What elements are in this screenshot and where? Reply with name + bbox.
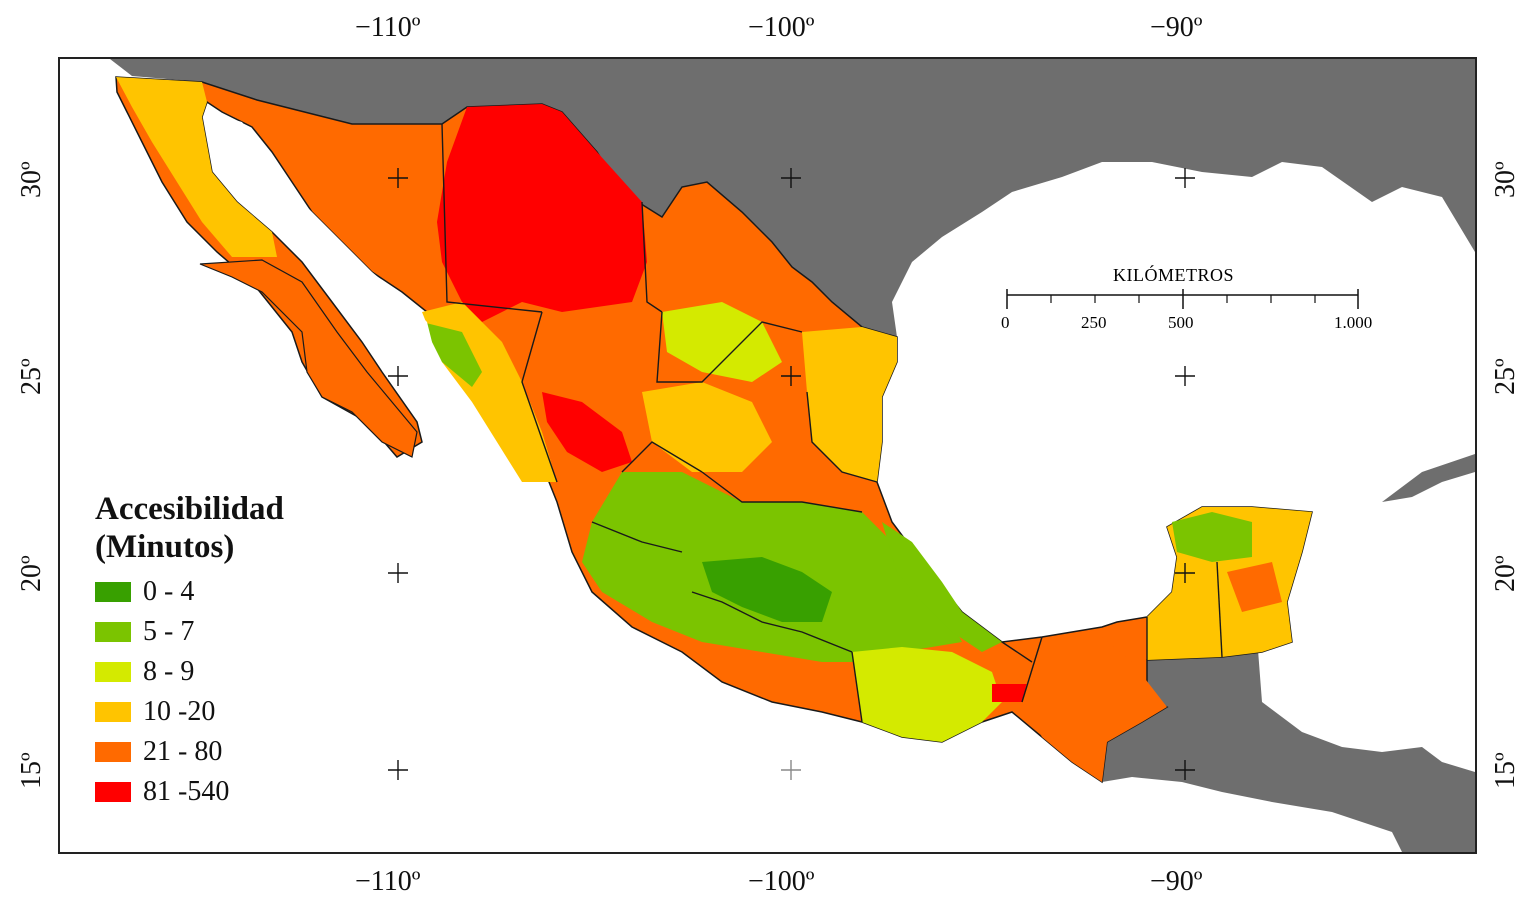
legend-swatch <box>95 742 131 762</box>
latitude-label-left-15: 15º <box>16 752 47 789</box>
central-america-landmass <box>1102 637 1475 852</box>
longitude-label-top-110: −110º <box>355 12 421 43</box>
longitude-label-top-90: −90º <box>1150 12 1203 43</box>
region-central-green-2 <box>702 557 832 622</box>
legend-item: 10 -20 <box>95 692 284 732</box>
latitude-label-left-30: 30º <box>16 161 47 198</box>
legend-swatch <box>95 622 131 642</box>
latitude-label-right-25: 25º <box>1490 358 1521 395</box>
legend-swatch <box>95 702 131 722</box>
region-nuevo-leon-yellow <box>662 302 782 382</box>
graticule-crosses <box>388 168 1195 780</box>
legend-label: 81 -540 <box>143 776 230 807</box>
scale-bar-title: KILÓMETROS <box>1113 265 1234 285</box>
region-sinaloa-green <box>422 322 482 387</box>
legend-label: 0 - 4 <box>143 576 195 607</box>
region-baja-sur-orange <box>199 259 418 458</box>
map-frame <box>58 57 1477 854</box>
scale-bar-label-500: 500 <box>1168 313 1194 332</box>
scale-bar-label-0: 0 <box>1001 313 1010 332</box>
region-bajio-yellow <box>642 382 772 472</box>
longitude-label-bottom-100: −100º <box>748 866 815 897</box>
region-oaxaca-red <box>992 684 1032 702</box>
scale-bar-label-1000: 1.000 <box>1334 313 1373 332</box>
longitude-label-top-100: −100º <box>748 12 815 43</box>
region-durango-red <box>542 392 632 472</box>
legend-swatch <box>95 782 131 802</box>
latitude-label-left-20: 20º <box>16 555 47 592</box>
latitude-label-right-20: 20º <box>1490 555 1521 592</box>
scale-bar-label-250: 250 <box>1081 313 1107 332</box>
region-oaxaca-mixed <box>852 647 1002 742</box>
legend-swatch <box>95 662 131 682</box>
legend: Accesibilidad (Minutos) 0 - 4 5 - 7 8 - … <box>95 490 284 812</box>
region-chihuahua-red <box>437 104 647 322</box>
longitude-label-bottom-90: −90º <box>1150 866 1203 897</box>
legend-item: 81 -540 <box>95 772 284 812</box>
legend-label: 8 - 9 <box>143 656 195 687</box>
latitude-label-right-30: 30º <box>1490 161 1521 198</box>
map-canvas <box>110 59 1475 852</box>
region-tamaulipas-yellow <box>802 327 897 482</box>
legend-item: 21 - 80 <box>95 732 284 772</box>
scale-bar: KILÓMETROS 0 250 500 1.000 <box>1000 265 1373 335</box>
legend-label: 21 - 80 <box>143 736 223 767</box>
gulf-of-california <box>207 112 432 342</box>
legend-item: 8 - 9 <box>95 652 284 692</box>
legend-label: 5 - 7 <box>143 616 195 647</box>
usa-landmass <box>110 59 1475 337</box>
region-quintana-roo-orange <box>1227 562 1282 612</box>
latitude-label-right-15: 15º <box>1490 752 1521 789</box>
state-borders <box>441 123 1223 723</box>
region-yucatan-green <box>1172 512 1252 562</box>
legend-item: 5 - 7 <box>95 612 284 652</box>
cuba-landmass <box>1382 454 1475 502</box>
longitude-label-bottom-110: −110º <box>355 866 421 897</box>
legend-title-line1: Accesibilidad <box>95 491 284 527</box>
region-veracruz-green <box>882 522 1002 652</box>
region-baja-north-yellow <box>116 77 277 257</box>
legend-swatch <box>95 582 131 602</box>
legend-title-line2: (Minutos) <box>95 529 235 565</box>
latitude-label-left-25: 25º <box>16 358 47 395</box>
legend-item: 0 - 4 <box>95 572 284 612</box>
region-chiapas-orange <box>1022 637 1167 782</box>
legend-label: 10 -20 <box>143 696 216 727</box>
scale-bar-ruler <box>1006 289 1359 309</box>
